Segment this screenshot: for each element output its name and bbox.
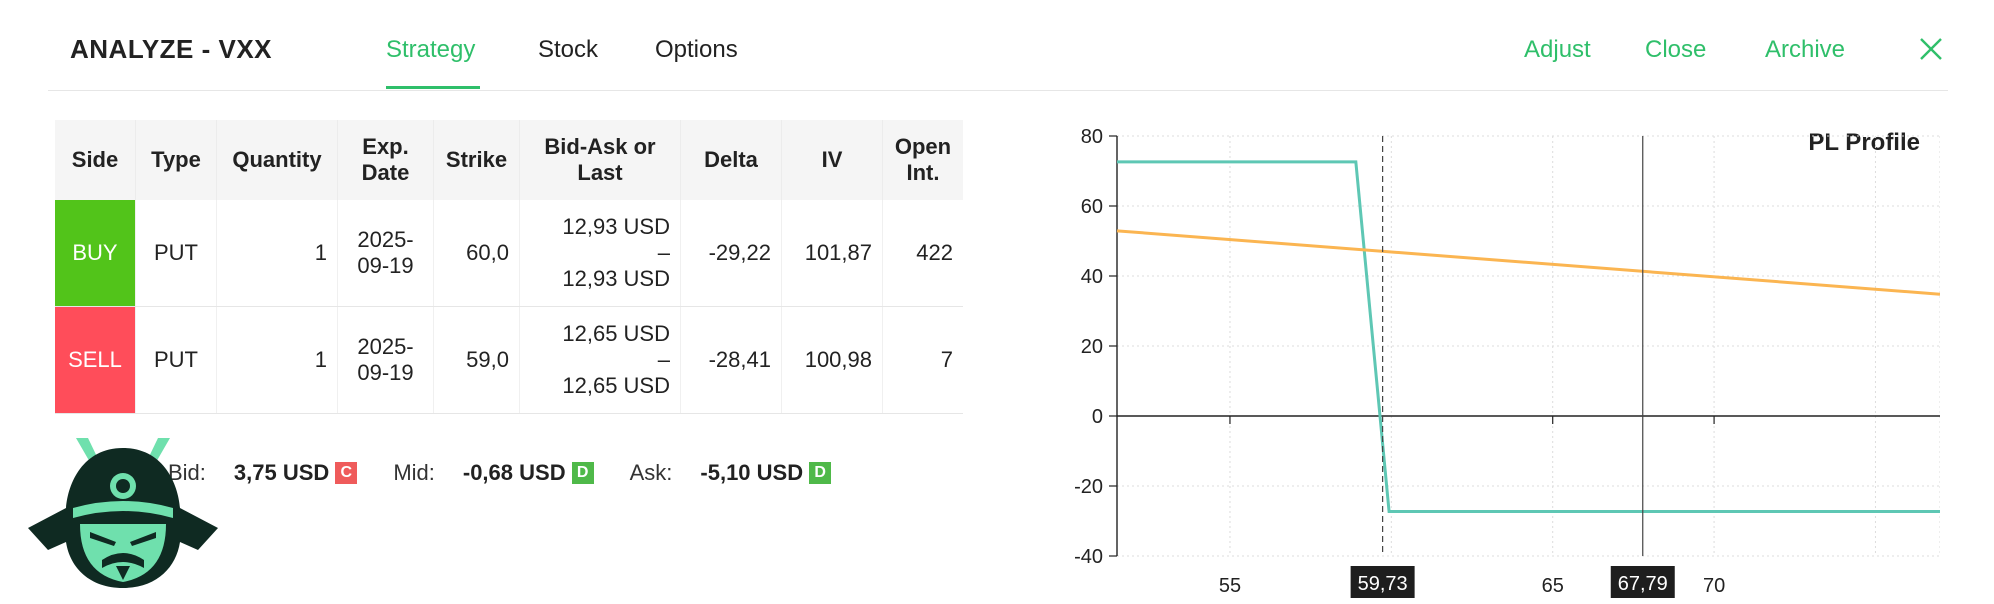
chart-grid bbox=[1117, 135, 1940, 557]
strategy-legs-table: Side Type Quantity Exp. Date Strike Bid-… bbox=[55, 120, 963, 414]
column-header-strike: Strike bbox=[433, 120, 520, 200]
mid-label: Mid: bbox=[393, 460, 435, 485]
leg-type: PUT bbox=[135, 306, 217, 414]
leg-bid: 12,65 USD bbox=[562, 321, 670, 346]
column-header-quantity: Quantity bbox=[216, 120, 338, 200]
quote-summary: Bid: 3,75 USD C Mid: -0,68 USD D Ask: -5… bbox=[168, 460, 867, 486]
leg-bid-ask: 12,93 USD – 12,93 USD bbox=[519, 200, 681, 307]
page-title: ANALYZE - VXX bbox=[70, 34, 273, 64]
analyze-header: ANALYZE - VXX Strategy Stock Options Adj… bbox=[48, 0, 1948, 91]
tab-stock[interactable]: Stock bbox=[538, 36, 599, 63]
y-tick-label: 0 bbox=[1092, 406, 1103, 428]
column-header-bid-ask: Bid-Ask or Last bbox=[519, 120, 681, 200]
leg-quantity: 1 bbox=[216, 200, 338, 307]
ask-debit-badge: D bbox=[809, 462, 832, 484]
side-buy-badge: BUY bbox=[55, 200, 136, 307]
bid-value: 3,75 USD bbox=[233, 460, 330, 485]
leg-type: PUT bbox=[135, 200, 217, 307]
table-header-row: Side Type Quantity Exp. Date Strike Bid-… bbox=[55, 120, 963, 200]
mid-debit-badge: D bbox=[571, 462, 594, 484]
table-row: BUY PUT 1 2025-09-19 60,0 12,93 USD – 12… bbox=[55, 200, 963, 307]
column-header-side: Side bbox=[55, 120, 136, 200]
chart-markers: 59,73 67,79 bbox=[1350, 136, 1675, 598]
leg-exp-date: 2025-09-19 bbox=[337, 200, 434, 307]
samurai-helmet-logo bbox=[28, 438, 218, 588]
leg-bid-ask-separator: – bbox=[657, 240, 670, 265]
price-marker-label: 67,79 bbox=[1618, 573, 1668, 595]
price-marker-label: 59,73 bbox=[1358, 573, 1408, 595]
leg-bid-ask-separator: – bbox=[657, 347, 670, 372]
chart-title: PL Profile bbox=[1808, 129, 1920, 156]
leg-strike: 59,0 bbox=[433, 306, 520, 414]
close-icon[interactable] bbox=[1918, 36, 1944, 62]
leg-quantity: 1 bbox=[216, 306, 338, 414]
leg-delta: -28,41 bbox=[680, 306, 782, 414]
ask-value: -5,10 USD bbox=[700, 460, 804, 485]
leg-exp-date: 2025-09-19 bbox=[337, 306, 434, 414]
leg-delta: -29,22 bbox=[680, 200, 782, 307]
y-tick-label: 40 bbox=[1081, 266, 1103, 288]
leg-ask: 12,65 USD bbox=[562, 373, 670, 398]
price-marker-box bbox=[1350, 566, 1415, 598]
tab-options[interactable]: Options bbox=[655, 36, 738, 63]
pl-series-line-2 bbox=[1116, 229, 1940, 296]
pl-series-line-1 bbox=[1117, 160, 1940, 514]
y-tick-label: -40 bbox=[1074, 546, 1103, 568]
leg-iv: 101,87 bbox=[781, 200, 883, 307]
price-marker-box bbox=[1610, 566, 1675, 598]
column-header-iv: IV bbox=[781, 120, 883, 200]
archive-button[interactable]: Archive bbox=[1765, 36, 1846, 63]
chart-axes: 80 60 40 20 0 -20 -40 55 65 70 bbox=[1074, 126, 1940, 597]
active-tab-indicator bbox=[386, 86, 480, 89]
leg-bid: 12,93 USD bbox=[562, 214, 670, 239]
column-header-exp-date: Exp. Date bbox=[337, 120, 434, 200]
pl-profile-chart[interactable]: PL Profile 80 60 40 20 0 -20 -40 55 65 70 59,73 67… bbox=[1040, 120, 1940, 600]
chart-series bbox=[1116, 160, 1940, 514]
leg-open-int: 7 bbox=[882, 306, 963, 414]
leg-ask: 12,93 USD bbox=[562, 266, 670, 291]
y-tick-label: -20 bbox=[1074, 476, 1103, 498]
leg-open-int: 422 bbox=[882, 200, 963, 307]
leg-iv: 100,98 bbox=[781, 306, 883, 414]
y-tick-label: 80 bbox=[1081, 126, 1103, 148]
bid-label: Bid: bbox=[168, 460, 206, 485]
column-header-open-int: Open Int. bbox=[882, 120, 963, 200]
x-tick-label: 70 bbox=[1703, 575, 1725, 597]
mid-value: -0,68 USD bbox=[462, 460, 566, 485]
x-tick-label: 65 bbox=[1542, 575, 1564, 597]
ask-label: Ask: bbox=[629, 460, 673, 485]
y-tick-label: 60 bbox=[1081, 196, 1103, 218]
tab-strategy[interactable]: Strategy bbox=[386, 36, 476, 63]
column-header-delta: Delta bbox=[680, 120, 782, 200]
leg-strike: 60,0 bbox=[433, 200, 520, 307]
leg-bid-ask: 12,65 USD – 12,65 USD bbox=[519, 306, 681, 414]
column-header-type: Type bbox=[135, 120, 217, 200]
bid-credit-badge: C bbox=[335, 462, 358, 484]
y-tick-label: 20 bbox=[1081, 336, 1103, 358]
x-tick-label: 55 bbox=[1219, 575, 1241, 597]
table-row: SELL PUT 1 2025-09-19 59,0 12,65 USD – 1… bbox=[55, 306, 963, 414]
side-sell-badge: SELL bbox=[55, 306, 136, 414]
close-position-button[interactable]: Close bbox=[1645, 36, 1707, 63]
adjust-button[interactable]: Adjust bbox=[1524, 36, 1591, 63]
